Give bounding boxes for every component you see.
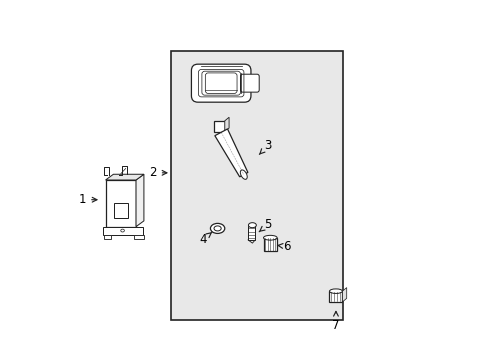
Polygon shape xyxy=(224,117,228,132)
Text: 1: 1 xyxy=(79,193,97,206)
Bar xyxy=(105,180,136,226)
Ellipse shape xyxy=(214,226,221,231)
FancyBboxPatch shape xyxy=(240,74,259,92)
Ellipse shape xyxy=(263,235,277,240)
Text: 7: 7 xyxy=(331,311,339,332)
Bar xyxy=(263,238,277,251)
FancyBboxPatch shape xyxy=(191,64,250,102)
Bar xyxy=(214,121,224,132)
Text: 5: 5 xyxy=(259,218,271,232)
Ellipse shape xyxy=(248,223,256,228)
Polygon shape xyxy=(136,174,143,226)
Bar xyxy=(134,234,143,239)
Text: 3: 3 xyxy=(259,139,271,154)
Bar xyxy=(104,234,111,239)
Ellipse shape xyxy=(240,170,247,179)
Text: 2: 2 xyxy=(149,166,166,179)
Bar xyxy=(102,226,143,234)
Bar xyxy=(171,51,343,320)
Polygon shape xyxy=(214,129,247,177)
Polygon shape xyxy=(342,288,346,302)
Ellipse shape xyxy=(329,289,342,293)
FancyBboxPatch shape xyxy=(247,226,255,240)
Text: 6: 6 xyxy=(277,240,290,253)
Bar xyxy=(114,203,127,218)
Text: 4: 4 xyxy=(199,232,211,246)
Polygon shape xyxy=(105,174,143,180)
Bar xyxy=(329,291,342,302)
Ellipse shape xyxy=(121,229,124,232)
Ellipse shape xyxy=(210,224,224,233)
